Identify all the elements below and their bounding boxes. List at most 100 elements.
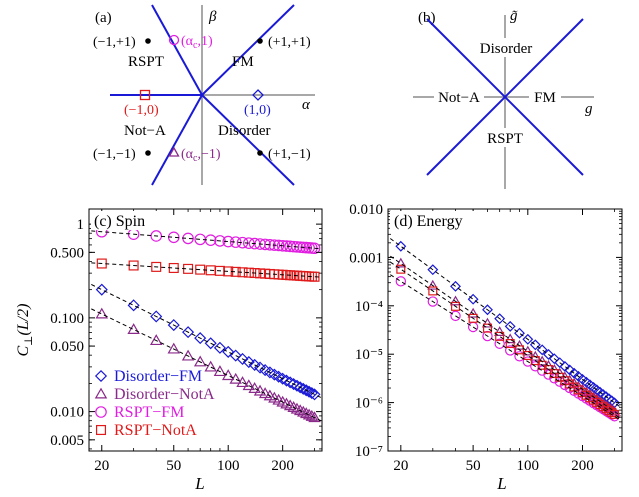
y-tick-label: 10⁻⁷ xyxy=(355,444,383,460)
panel-d-point xyxy=(548,353,560,365)
panel-d-fit-line xyxy=(390,261,622,420)
panel-c-point xyxy=(308,411,321,423)
region-nota: Not−A xyxy=(124,123,166,139)
point-dot-mm xyxy=(145,150,151,156)
point-label-pm: (+1,−1) xyxy=(268,147,311,162)
panel-d-point xyxy=(536,344,548,356)
point-label-mm: (−1,−1) xyxy=(93,147,136,162)
panel-d-point xyxy=(523,350,533,360)
panel-c-point xyxy=(248,382,261,393)
panel-c-point xyxy=(276,372,289,385)
point-dot-pp xyxy=(257,38,263,44)
y-tick-label: 0.001 xyxy=(349,250,383,266)
point-marker-p0 xyxy=(252,89,264,101)
panel-d-point xyxy=(514,327,525,339)
panel-c-point xyxy=(149,334,163,346)
panel-d-point xyxy=(427,279,439,290)
panel-c-point xyxy=(229,372,242,384)
panel-d-point xyxy=(395,240,407,252)
panel-d-point xyxy=(522,345,534,356)
y-tick-label: 0.005 xyxy=(50,433,84,449)
y-tick-label: 1 xyxy=(77,217,85,233)
panel-d-point xyxy=(467,307,479,318)
panel-a-label: (a) xyxy=(95,10,112,26)
panel-d-point xyxy=(504,320,516,332)
panel-c-point xyxy=(294,381,307,394)
panel-d-point xyxy=(559,360,571,372)
panel-c-point xyxy=(127,323,140,335)
panel-b-region-fm: FM xyxy=(534,90,556,106)
panel-c-point xyxy=(290,402,304,414)
x-tick-label: 200 xyxy=(571,458,594,474)
panel-b-region-rspt: RSPT xyxy=(487,131,523,147)
panel-d-point xyxy=(494,326,506,336)
panel-d-point xyxy=(504,333,516,344)
phase-boundary-upper-left xyxy=(151,4,203,96)
panel-c-point xyxy=(167,342,180,354)
panel-c-point xyxy=(253,384,267,396)
x-tick-label: 20 xyxy=(94,458,109,474)
panel-d-point xyxy=(468,313,478,323)
panel-d-point xyxy=(482,304,493,316)
y-tick-label: 0.050 xyxy=(50,339,84,355)
panel-d-fit-line xyxy=(390,274,622,421)
panel-d-point xyxy=(450,310,461,322)
panel-c-point xyxy=(242,379,256,391)
panel-c-title: (c) Spin xyxy=(94,213,145,230)
panel-d-fit-line xyxy=(390,255,622,417)
panel-d-point xyxy=(504,345,516,356)
panel-d-title-bg xyxy=(390,211,476,230)
panel-b-boundary-2 xyxy=(426,18,584,176)
panel-d-point xyxy=(505,339,515,349)
panel-c-point xyxy=(150,310,163,323)
panel-d-markers xyxy=(395,240,621,422)
panel-b-region-nota: Not−A xyxy=(438,90,480,106)
panel-d-point xyxy=(427,264,439,276)
beta-label: β xyxy=(208,9,217,25)
panel-d-point xyxy=(513,339,526,350)
panel-d-point xyxy=(494,313,506,325)
panel-c-point xyxy=(258,387,272,399)
point-label-m0: (−1,0) xyxy=(124,103,159,118)
panel-c-point xyxy=(182,326,195,339)
legend-label: RSPT−NotA xyxy=(114,422,197,439)
point-dot-mp xyxy=(145,38,151,44)
panel-c-point xyxy=(287,401,300,412)
y-tick-label: 0.100 xyxy=(50,311,84,327)
point-label-acm1: (αc,−1) xyxy=(181,147,221,164)
panel-c-point xyxy=(221,369,235,381)
panel-c-point xyxy=(95,283,108,296)
panel-b-fm-bg xyxy=(529,88,561,106)
x-tick-label: 100 xyxy=(517,458,540,474)
panel-d-frame xyxy=(387,208,623,452)
panel-c: 20 50 100 200 0.005 0.010 0.050 0.100 0.500 1 (c)… xyxy=(15,208,323,493)
x-tick-label: 20 xyxy=(393,458,408,474)
panel-c-fit-line xyxy=(91,284,322,398)
panel-d-point xyxy=(514,351,525,362)
y-tick-label: 0.010 xyxy=(50,405,84,421)
panel-c-point xyxy=(213,365,227,377)
panel-d-point xyxy=(543,348,554,360)
panel-c-point xyxy=(300,384,313,397)
region-fm: FM xyxy=(232,54,254,70)
panel-c-ylabel: C⊥(L/2) xyxy=(15,303,35,356)
x-tick-label: 200 xyxy=(271,458,294,474)
point-dot-pm xyxy=(257,150,263,156)
legend-label: Disorder−NotA xyxy=(114,386,215,403)
panel-d-point xyxy=(564,364,576,376)
alpha-label: α xyxy=(302,97,311,113)
panel-c-fitlines xyxy=(91,230,322,422)
panel-d-point xyxy=(395,257,407,268)
y-tick-label: 10⁻⁴ xyxy=(355,299,383,315)
legend-marker xyxy=(95,424,107,436)
panel-a: (a) β α RSPT FM Not−A Disorder (−1,+1) (… xyxy=(93,4,315,186)
y-tick-label: 0.010 xyxy=(349,202,383,218)
panel-c-point xyxy=(293,404,307,416)
panel-c-point xyxy=(181,349,195,361)
panel-c-point xyxy=(302,408,316,420)
y-tick-label: 10⁻⁵ xyxy=(355,347,383,363)
panel-c-fit-line xyxy=(91,308,322,422)
panel-b-disorder-bg xyxy=(475,38,537,57)
x-tick-label: 100 xyxy=(217,458,240,474)
